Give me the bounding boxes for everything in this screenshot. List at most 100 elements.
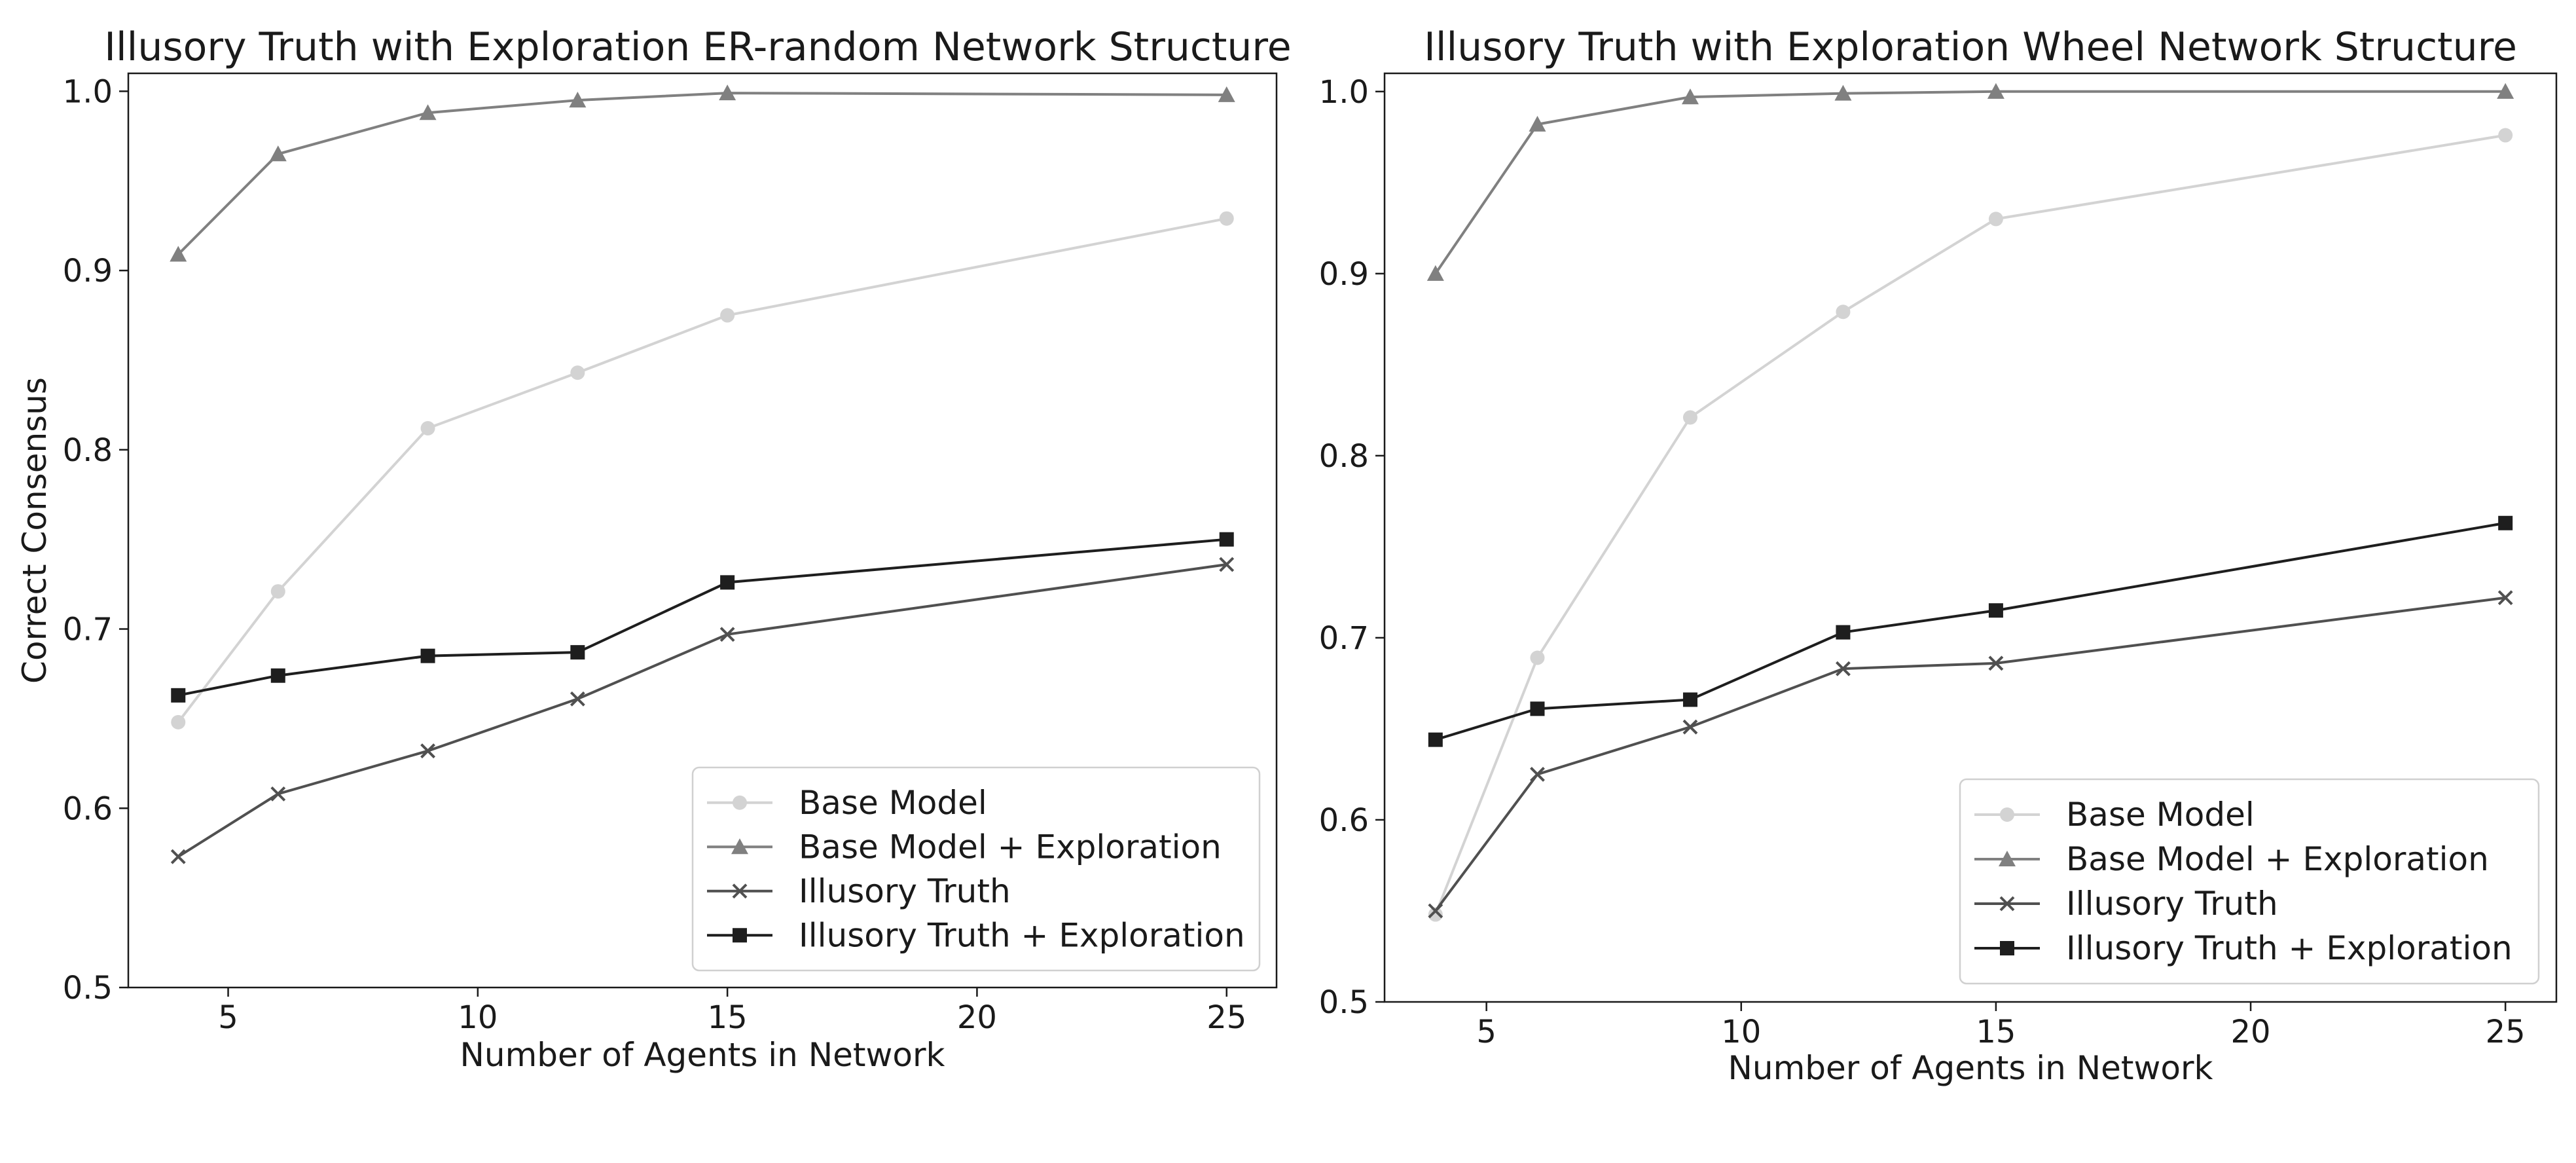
data-point	[420, 420, 435, 435]
legend-box	[1959, 778, 2540, 985]
data-point	[720, 308, 735, 323]
y-tick-label: 0.6	[1319, 802, 1369, 839]
data-point	[270, 668, 285, 683]
data-point	[1219, 211, 1234, 226]
x-tick-label: 20	[2231, 1014, 2271, 1050]
series-illusory-truth-exploration	[1428, 515, 2513, 747]
data-point	[2498, 515, 2513, 530]
x-tick-label: 25	[2486, 1014, 2526, 1050]
legend-marker	[1999, 896, 2015, 912]
chart-panel-2: Illusory Truth with Exploration Wheel Ne…	[1319, 24, 2558, 1087]
data-point	[170, 849, 186, 864]
legend-label: Base Model	[2066, 796, 2255, 834]
data-point	[1218, 86, 1235, 102]
data-point	[1682, 410, 1697, 425]
y-axis-label: Correct Consensus	[16, 377, 54, 684]
data-point	[1428, 907, 1443, 922]
data-point	[569, 92, 587, 108]
data-point	[1682, 719, 1698, 735]
data-point	[1988, 603, 2003, 618]
data-point	[1681, 88, 1699, 105]
legend-label: Illusory Truth	[2066, 885, 2278, 923]
chart-title: Illusory Truth with Exploration ER-rando…	[104, 24, 1291, 70]
data-point	[1836, 661, 1851, 676]
data-point	[1836, 305, 1851, 320]
series-line	[177, 217, 1227, 724]
legend-marker	[2000, 941, 2014, 955]
data-point	[570, 365, 585, 380]
series-illusory-truth	[170, 557, 1235, 864]
data-point	[1530, 650, 1545, 665]
legend-label: Illusory Truth + Exploration	[799, 916, 1245, 954]
series-base-model	[171, 211, 1234, 729]
x-tick-label: 25	[1206, 999, 1246, 1036]
plot-area-frame	[127, 72, 1278, 989]
series-line	[1434, 134, 2506, 915]
legend-marker	[732, 883, 748, 899]
x-tick-label: 10	[1721, 1014, 1761, 1050]
data-point	[270, 584, 285, 599]
data-point	[2497, 83, 2514, 99]
series-line	[177, 538, 1227, 697]
y-tick-label: 0.8	[1319, 438, 1369, 475]
series-line	[1434, 90, 2506, 274]
legend-label: Base Model + Exploration	[799, 828, 1222, 866]
data-point	[1682, 692, 1697, 707]
series-line	[1435, 521, 2506, 741]
x-tick-label: 5	[218, 999, 238, 1036]
data-point	[2498, 128, 2513, 143]
legend-marker	[733, 795, 747, 810]
data-point	[1834, 84, 1852, 101]
x-tick-label: 20	[957, 999, 997, 1036]
chart-panel-1: Illusory Truth with Exploration ER-rando…	[16, 24, 1292, 1074]
series-line	[177, 563, 1227, 858]
series-illusory-truth-exploration	[171, 532, 1234, 703]
legend-label: Illusory Truth + Exploration	[2066, 929, 2513, 967]
legend-label: Illusory Truth	[799, 872, 1011, 910]
data-point	[570, 691, 585, 707]
y-tick-label: 0.8	[63, 432, 113, 469]
data-point	[171, 714, 186, 729]
legend: Base Model Base Model + Exploration Illuso…	[1959, 778, 2540, 985]
data-point	[171, 688, 186, 703]
chart-title: Illusory Truth with Exploration Wheel Ne…	[1424, 24, 2517, 70]
x-axis-label: Number of Agents in Network	[460, 1036, 945, 1074]
data-point	[1428, 732, 1443, 747]
data-point	[1988, 212, 2003, 227]
series-base-model-exploration	[170, 84, 1235, 262]
y-tick-label: 0.9	[1319, 256, 1369, 293]
x-tick-label: 15	[708, 999, 748, 1036]
data-point	[420, 648, 435, 663]
y-tick-label: 0.5	[1319, 984, 1369, 1021]
legend-marker	[1999, 851, 2016, 867]
data-point	[1836, 625, 1851, 640]
data-point	[170, 246, 187, 262]
series-illusory-truth	[1428, 590, 2513, 919]
x-tick-label: 15	[1976, 1014, 2016, 1050]
legend-label: Base Model	[799, 784, 987, 822]
series-base-model	[1428, 128, 2513, 922]
data-point	[420, 743, 435, 759]
data-point	[1426, 265, 1444, 281]
data-point	[270, 786, 286, 802]
plot-area-frame	[1383, 72, 2558, 1003]
data-point	[269, 145, 287, 162]
data-point	[1987, 83, 2005, 99]
data-point	[1529, 115, 1546, 132]
y-tick-label: 0.7	[63, 612, 113, 648]
data-point	[720, 575, 735, 590]
data-point	[719, 627, 735, 642]
data-point	[1428, 903, 1443, 919]
legend-label: Base Model + Exploration	[2066, 840, 2489, 878]
series-line	[1434, 596, 2506, 912]
y-tick-label: 0.7	[1319, 620, 1369, 657]
data-point	[2497, 590, 2513, 606]
y-tick-label: 1.0	[1319, 74, 1369, 111]
y-tick-label: 0.6	[63, 790, 113, 827]
data-point	[1988, 655, 2004, 671]
data-point	[1219, 532, 1234, 547]
series-line	[177, 92, 1227, 255]
data-point	[1530, 767, 1545, 782]
y-tick-label: 0.5	[63, 970, 113, 1006]
